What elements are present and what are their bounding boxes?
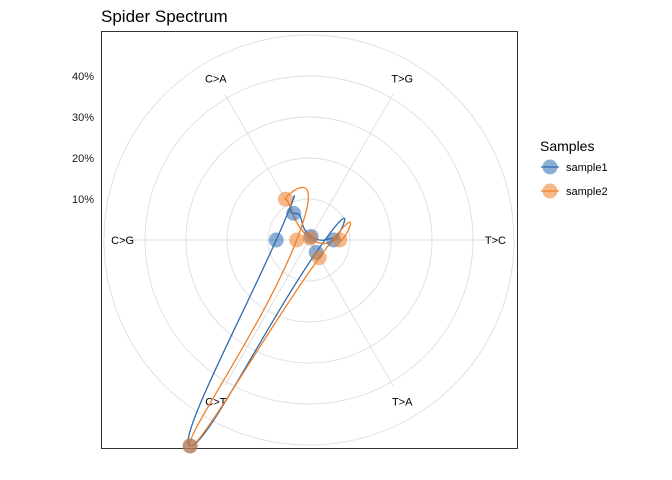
category-labels: C>A T>G T>C T>A C>T C>G: [111, 74, 506, 409]
data-point-sample2: [182, 438, 198, 454]
legend-label: sample1: [566, 162, 608, 174]
grid-spoke: [308, 239, 394, 386]
category-label: C>T: [205, 396, 226, 408]
grid-spoke: [224, 239, 310, 386]
radial-tick-label: 20%: [72, 153, 94, 165]
category-label: C>A: [205, 74, 227, 86]
radial-tick-label: 40%: [72, 71, 94, 83]
chart-title: Spider Spectrum: [101, 7, 228, 26]
data-point-sample1: [286, 205, 302, 221]
grid-spoke: [308, 94, 394, 241]
category-label: C>G: [111, 235, 134, 247]
category-label: T>A: [392, 396, 413, 408]
radial-tick-label: 10%: [72, 194, 94, 206]
legend-key-sample1: [541, 159, 559, 175]
series-layer: [182, 186, 352, 454]
data-point-sample2: [277, 191, 293, 207]
legend-label: sample2: [566, 186, 608, 198]
data-point-sample1: [268, 232, 284, 248]
grid-circle: [103, 34, 515, 446]
radial-tick-label: 30%: [72, 112, 94, 124]
data-point-sample2: [289, 232, 305, 248]
data-point-sample2: [302, 230, 318, 246]
category-label: T>C: [485, 235, 506, 247]
radial-tick-labels: 10% 20% 30% 40%: [72, 71, 94, 206]
category-label: T>G: [391, 74, 413, 86]
data-point-sample2: [311, 250, 327, 266]
legend-key-sample2: [541, 183, 559, 199]
legend: Samples sample1 sample2: [540, 138, 608, 199]
data-point-sample2: [332, 232, 348, 248]
legend-title: Samples: [540, 138, 594, 154]
